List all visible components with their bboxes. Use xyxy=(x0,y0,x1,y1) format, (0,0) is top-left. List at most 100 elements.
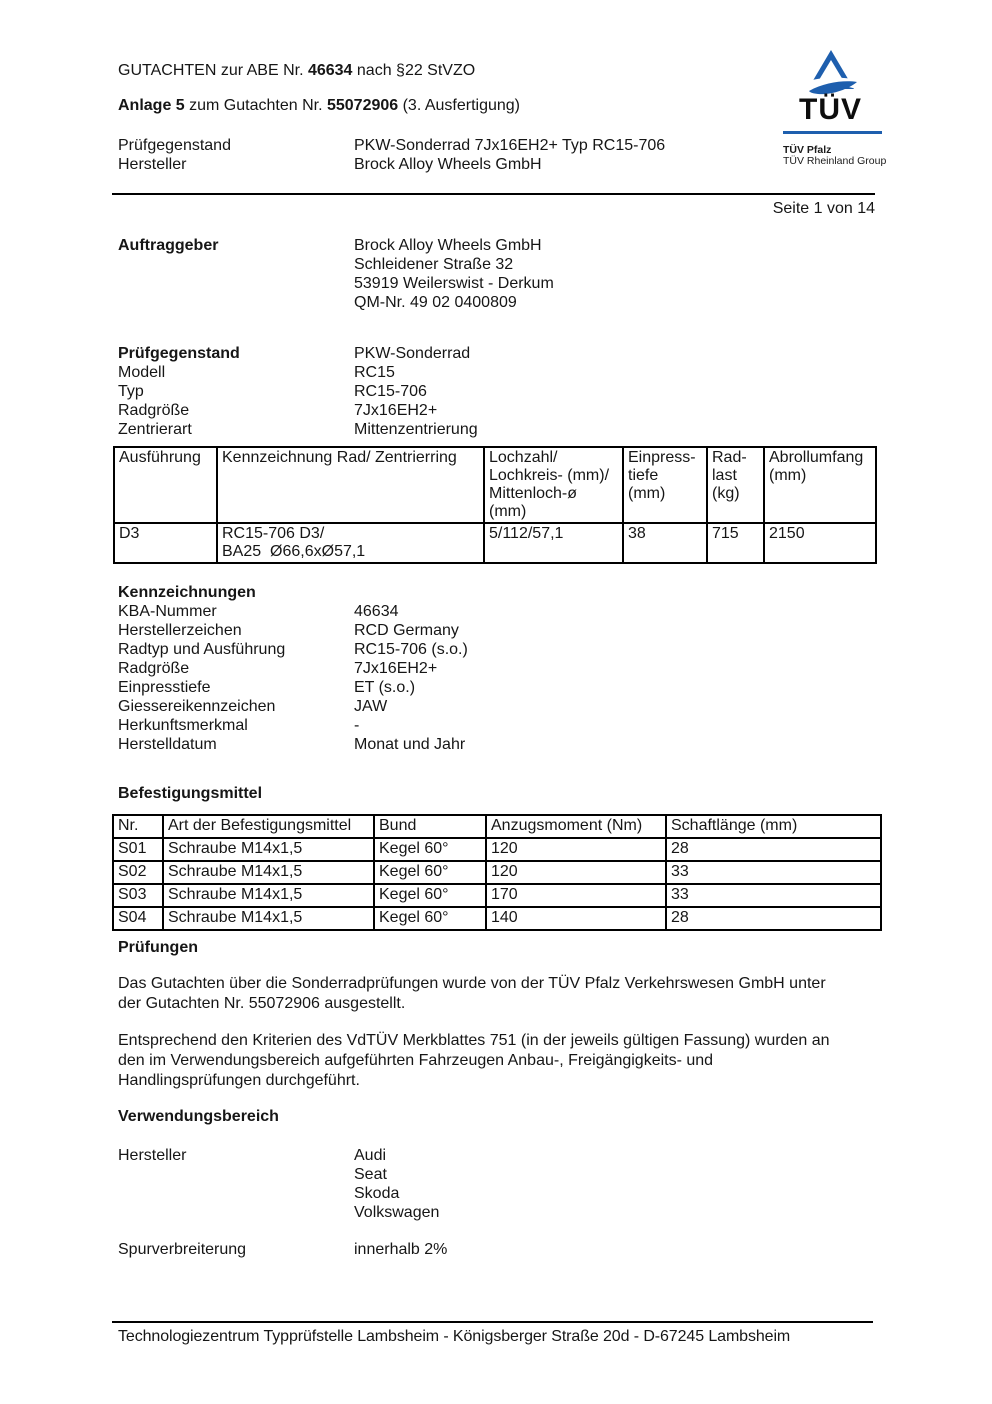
doc-title-part: GUTACHTEN zur ABE Nr. xyxy=(118,62,308,79)
wheel-table-header-row: Ausführung Kennzeichnung Rad/ Zentrierri… xyxy=(113,446,877,524)
kennzeichnung-row: Giessereikennzeichen JAW xyxy=(118,697,468,716)
befestigung-cell: Kegel 60° xyxy=(373,860,487,885)
footer-divider xyxy=(112,1321,873,1323)
table-row: S04 Schraube M14x1,5 Kegel 60° 140 28 xyxy=(112,906,882,931)
logo-subtitle-1: TÜV Pfalz xyxy=(783,144,832,156)
anlage-number: Anlage 5 xyxy=(118,97,185,114)
pruefgegenstand-block: Prüfgegenstand PKW-Sonderrad Modell RC15 T… xyxy=(118,344,478,439)
pruefungen-paragraph-2: Entsprechend den Kriterien des VdTÜV Mer… xyxy=(118,1032,830,1089)
wheel-table-cell: RC15-706 D3/ BA25 Ø66,6xØ57,1 xyxy=(216,522,485,564)
gutachten-number: 55072906 xyxy=(326,97,399,114)
befestigung-cell: 120 xyxy=(485,860,667,885)
spurverbreiterung-row: Spurverbreiterung innerhalb 2% xyxy=(118,1240,447,1259)
hersteller-item: Audi xyxy=(354,1147,387,1164)
kennzeichnung-value: Monat und Jahr xyxy=(354,736,466,753)
page-indicator: Seite 1 von 14 xyxy=(772,200,875,217)
befestigungsmittel-heading: Befestigungsmittel xyxy=(118,785,263,802)
hersteller-item: Volkswagen xyxy=(354,1204,440,1221)
spec-value: PKW-Sonderrad xyxy=(354,345,471,362)
spec-value: RC15-706 xyxy=(354,383,427,400)
spec-label: Prüfgegenstand xyxy=(118,345,240,362)
spec-label: Radgröße xyxy=(118,402,190,419)
befestigung-cell: 33 xyxy=(665,860,882,885)
tuv-triangle-icon xyxy=(805,50,859,95)
wheel-table-header: Kennzeichnung Rad/ Zentrierring xyxy=(216,446,485,524)
befestigungsmittel-table: Nr. Art der Befestigungsmittel Bund Anzu… xyxy=(112,814,882,931)
pruefungen-paragraph-1: Das Gutachten über die Sonderradprüfunge… xyxy=(118,975,826,1012)
intro-value: Brock Alloy Wheels GmbH xyxy=(354,156,542,173)
intro-row: Hersteller Brock Alloy Wheels GmbH xyxy=(118,155,665,174)
table-row: S02 Schraube M14x1,5 Kegel 60° 120 33 xyxy=(112,860,882,885)
header-divider xyxy=(112,193,875,195)
befestigung-cell: 33 xyxy=(665,883,882,908)
spec-value: RC15 xyxy=(354,364,395,381)
intro-block: Prüfgegenstand PKW-Sonderrad 7Jx16EH2+ Ty… xyxy=(118,136,665,174)
logo-subtitle-2: TÜV Rheinland Group xyxy=(783,155,887,167)
kennzeichnung-row: Radtyp und Ausführung RC15-706 (s.o.) xyxy=(118,640,468,659)
befestigung-cell: Kegel 60° xyxy=(373,906,487,931)
spec-label: Zentrierart xyxy=(118,421,192,438)
befestigung-cell: Schraube M14x1,5 xyxy=(162,837,375,862)
spec-row: Zentrierart Mittenzentrierung xyxy=(118,420,478,439)
wheel-table-cell: 715 xyxy=(706,522,765,564)
befestigung-cell: S03 xyxy=(112,883,164,908)
spec-row: Prüfgegenstand PKW-Sonderrad xyxy=(118,344,478,363)
auftraggeber-line: 53919 Weilerswist - Derkum xyxy=(354,275,554,292)
wheel-table-header: Abrollumfang (mm) xyxy=(763,446,877,524)
kennzeichnung-label: Herkunftsmerkmal xyxy=(118,717,248,734)
befestigung-cell: Kegel 60° xyxy=(373,837,487,862)
kennzeichnung-value: - xyxy=(354,717,360,734)
kennzeichnung-row: Radgröße 7Jx16EH2+ xyxy=(118,659,468,678)
befestigung-cell: Schraube M14x1,5 xyxy=(162,860,375,885)
kennzeichnung-label: Radtyp und Ausführung xyxy=(118,641,286,658)
befestigung-cell: S04 xyxy=(112,906,164,931)
befestigung-cell: Kegel 60° xyxy=(373,883,487,908)
kennzeichnung-row: Einpresstiefe ET (s.o.) xyxy=(118,678,468,697)
kennzeichnung-row: KBA-Nummer 46634 xyxy=(118,602,468,621)
intro-row: Prüfgegenstand PKW-Sonderrad 7Jx16EH2+ Ty… xyxy=(118,136,665,155)
anlage-part: zum Gutachten Nr. xyxy=(184,97,327,114)
spec-value: 7Jx16EH2+ xyxy=(354,402,438,419)
spec-row: Radgröße 7Jx16EH2+ xyxy=(118,401,478,420)
befestigung-cell: Schraube M14x1,5 xyxy=(162,883,375,908)
befestigung-header: Art der Befestigungsmittel xyxy=(162,814,375,839)
hersteller-block: Hersteller Audi Seat Skoda Volkswagen xyxy=(118,1146,439,1222)
intro-label: Hersteller xyxy=(118,156,187,173)
footer-address: Technologiezentrum Typprüfstelle Lambshe… xyxy=(118,1328,791,1345)
wheel-table-cell: 2150 xyxy=(763,522,877,564)
auftraggeber-value: Brock Alloy Wheels GmbH Schleidener Stra… xyxy=(354,236,554,312)
kennzeichnung-value: 46634 xyxy=(354,603,399,620)
hersteller-item: Seat xyxy=(354,1166,387,1183)
pruefungen-heading: Prüfungen xyxy=(118,939,198,956)
wheel-table-cell: 38 xyxy=(622,522,708,564)
spec-label: Typ xyxy=(118,383,144,400)
kennzeichnung-label: Giessereikennzeichen xyxy=(118,698,276,715)
hersteller-label: Hersteller xyxy=(118,1147,187,1164)
auftraggeber-label: Auftraggeber xyxy=(118,237,219,254)
hersteller-list: Audi Seat Skoda Volkswagen xyxy=(354,1146,439,1222)
kennzeichnung-row: Herkunftsmerkmal - xyxy=(118,716,468,735)
kennzeichnung-label: KBA-Nummer xyxy=(118,603,217,620)
befestigung-cell: 120 xyxy=(485,837,667,862)
befestigung-header-row: Nr. Art der Befestigungsmittel Bund Anzu… xyxy=(112,814,882,839)
auftraggeber-block: Auftraggeber Brock Alloy Wheels GmbH Sch… xyxy=(118,236,554,312)
befestigung-cell: 28 xyxy=(665,906,882,931)
befestigung-header: Schaftlänge (mm) xyxy=(665,814,882,839)
intro-label: Prüfgegenstand xyxy=(118,137,231,154)
kennzeichnung-row: Herstellerzeichen RCD Germany xyxy=(118,621,468,640)
befestigung-header: Anzugsmoment (Nm) xyxy=(485,814,667,839)
wheel-table-header: Rad- last (kg) xyxy=(706,446,765,524)
spurverbreiterung-label: Spurverbreiterung xyxy=(118,1241,247,1258)
kennzeichnung-row: Herstelldatum Monat und Jahr xyxy=(118,735,468,754)
befestigung-cell: 140 xyxy=(485,906,667,931)
logo-underline xyxy=(783,131,882,134)
kennzeichnung-label: Einpresstiefe xyxy=(118,679,211,696)
wheel-table-header: Lochzahl/ Lochkreis- (mm)/ Mittenloch-ø … xyxy=(483,446,624,524)
tuv-logo: TÜV TÜV Pfalz TÜV Rheinland Group xyxy=(783,46,903,176)
kennzeichnung-value: JAW xyxy=(354,698,388,715)
auftraggeber-line: Brock Alloy Wheels GmbH xyxy=(354,237,542,254)
spec-row: Modell RC15 xyxy=(118,363,478,382)
wheel-table-header: Einpress- tiefe (mm) xyxy=(622,446,708,524)
befestigung-header: Bund xyxy=(373,814,487,839)
